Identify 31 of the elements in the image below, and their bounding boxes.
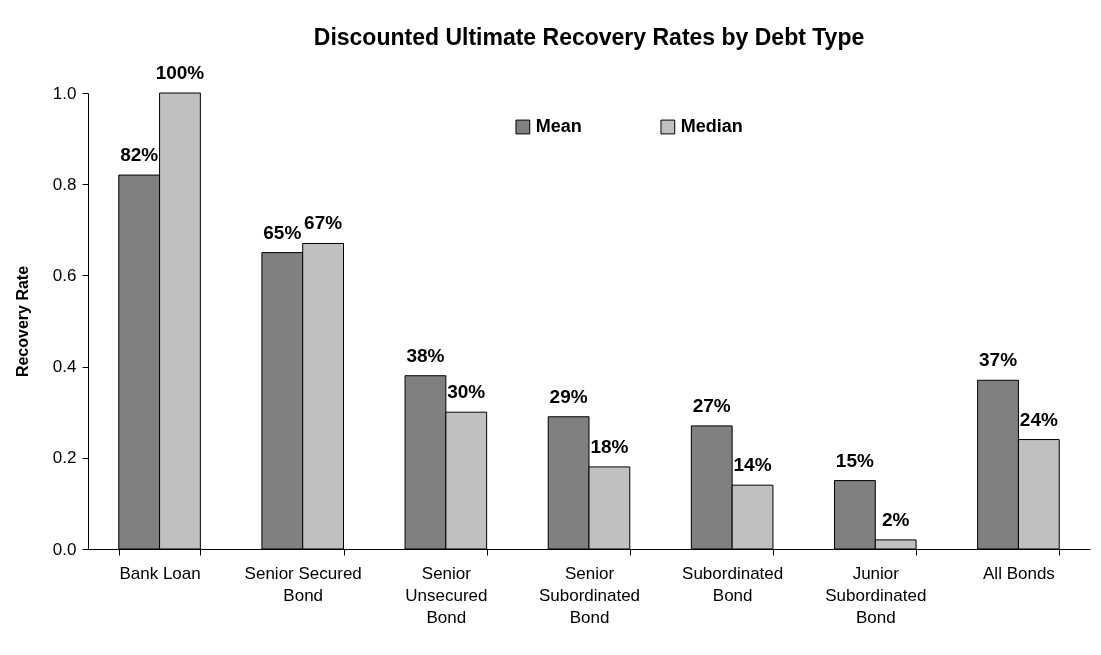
data-label: 14% [733, 454, 772, 476]
data-label: 100% [155, 62, 205, 83]
data-label: 82% [120, 144, 159, 166]
x-tick-label: Subordinated Bond [682, 563, 784, 605]
data-label: 27% [692, 394, 731, 416]
legend-label: Mean [535, 116, 582, 136]
legend-label: Median [680, 116, 743, 136]
data-label: 18% [590, 435, 629, 457]
y-tick-label: 0.2 [52, 448, 77, 468]
x-tick-label: All Bonds [983, 563, 1055, 583]
y-tick-label: 0.0 [52, 539, 77, 559]
data-label: 2% [881, 508, 910, 530]
x-tick-label: Senior Unsecured Bond [405, 563, 488, 627]
y-tick-label: 0.4 [52, 357, 77, 377]
data-label: 24% [1019, 408, 1058, 430]
data-label: 30% [447, 381, 486, 403]
data-label: 37% [979, 349, 1018, 371]
x-tick-label: Junior Subordinated Bond [825, 563, 927, 627]
data-label: 29% [549, 385, 588, 407]
y-axis-title: Recovery Rate [13, 265, 31, 378]
chart-title: Discounted Ultimate Recovery Rates by Debt Type [313, 24, 865, 50]
data-label: 65% [263, 221, 302, 243]
x-tick-label: Senior Secured Bond [244, 563, 362, 605]
data-label: 15% [835, 449, 875, 471]
y-tick-label: 1.0 [52, 83, 77, 103]
x-tick-label: Bank Loan [119, 563, 201, 583]
y-tick-label: 0.8 [52, 174, 77, 194]
x-tick-label: Senior Subordinated Bond [538, 563, 641, 627]
y-tick-label: 0.6 [52, 265, 77, 285]
data-label: 38% [406, 344, 445, 366]
data-label: 67% [304, 212, 343, 234]
